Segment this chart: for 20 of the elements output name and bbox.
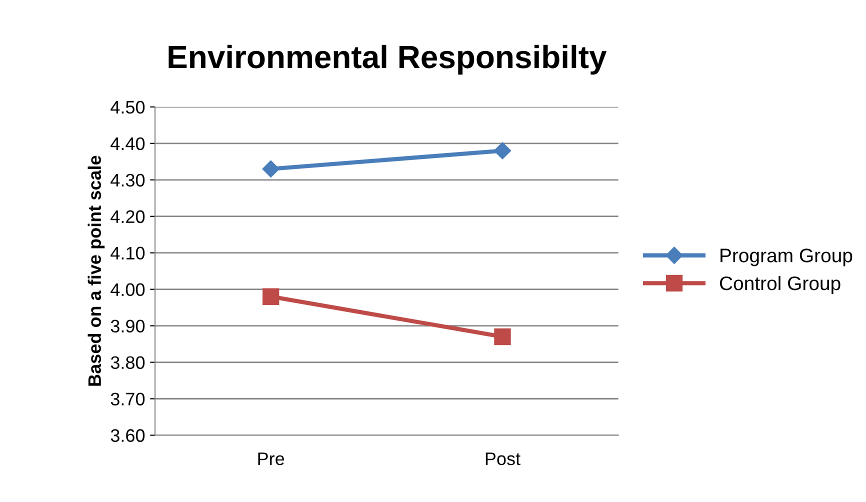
legend-label: Program Group bbox=[720, 248, 852, 266]
y-tick-label: 4.20 bbox=[110, 210, 145, 224]
legend-label: Control Group bbox=[720, 276, 840, 294]
y-tick-label: 4.30 bbox=[110, 174, 145, 187]
y-tick-label: 4.50 bbox=[110, 100, 145, 114]
y-tick-label: 4.40 bbox=[110, 137, 145, 150]
y-tick-label: 3.80 bbox=[110, 356, 145, 369]
x-tick-label: Pre bbox=[258, 452, 284, 466]
y-tick-label: 3.60 bbox=[110, 429, 145, 442]
x-tick-label: Post bbox=[486, 452, 520, 466]
point bbox=[494, 328, 511, 346]
chart-title: Environmental Responsibilty bbox=[168, 44, 607, 75]
y-tick-label: 4.10 bbox=[110, 246, 145, 260]
y-tick-label: 4.00 bbox=[110, 283, 145, 296]
point bbox=[262, 288, 280, 305]
y-axis-title: Based on a five point scale bbox=[88, 156, 105, 386]
point bbox=[494, 142, 512, 160]
point bbox=[262, 160, 280, 178]
y-tick-label: 3.70 bbox=[110, 392, 145, 406]
y-tick-label: 3.90 bbox=[110, 320, 145, 333]
